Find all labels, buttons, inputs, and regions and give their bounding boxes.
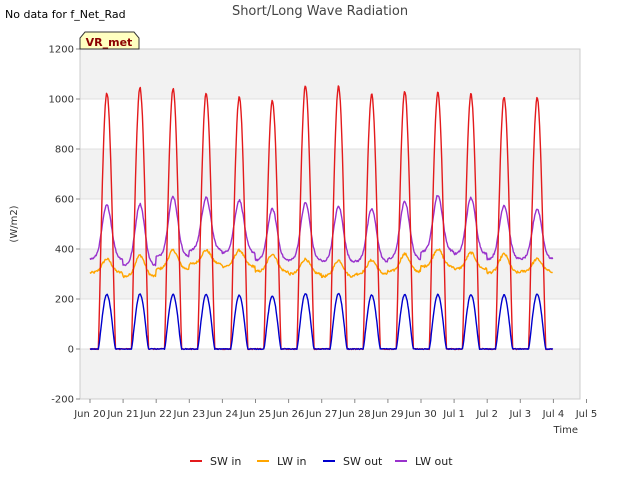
x-tick-label: Jul 4: [542, 409, 565, 420]
x-tick-label: Jun 26: [272, 409, 305, 420]
badge-label: VR_met: [86, 36, 133, 49]
x-tick-label: Jun 27: [305, 409, 338, 420]
series-layer: [89, 85, 554, 351]
legend-label-lw-out: LW out: [415, 455, 453, 468]
x-axis-label: Time: [553, 425, 578, 436]
x-tick-label: Jul 2: [475, 409, 498, 420]
y-tick-label: 600: [55, 195, 74, 206]
x-tick-label: Jun 21: [106, 409, 139, 420]
y-axis: -200 0 200 400 600 800 1000 1200: [49, 45, 80, 406]
y-tick-label: 200: [55, 295, 74, 306]
plot-area: [79, 48, 581, 400]
grid-band: [80, 149, 580, 199]
x-tick-label: Jun 25: [239, 409, 272, 420]
grid-band: [80, 49, 580, 99]
legend-label-lw-in: LW in: [277, 455, 307, 468]
vr-met-badge: VR_met: [79, 31, 140, 50]
grid-band: [80, 349, 580, 399]
grid-bands: [80, 49, 580, 399]
y-tick-label: -200: [51, 395, 74, 406]
no-data-note: No data for f_Net_Rad: [5, 8, 126, 21]
y-tick-label: 400: [55, 245, 74, 256]
x-axis: Jun 20 Jun 21 Jun 22 Jun 23 Jun 24 Jun 25 Jun …: [73, 399, 597, 420]
legend-label-sw-out: SW out: [343, 455, 383, 468]
x-tick-label: Jun 22: [139, 409, 172, 420]
x-tick-label: Jun 28: [338, 409, 371, 420]
x-tick-label: Jul 1: [442, 409, 465, 420]
chart-title: Short/Long Wave Radiation: [232, 4, 408, 19]
y-axis-label: (W/m2): [9, 205, 20, 242]
x-tick-label: Jun 30: [404, 409, 437, 420]
y-tick-label: 800: [55, 145, 74, 156]
y-tick-label: 0: [68, 345, 74, 356]
legend-label-sw-in: SW in: [210, 455, 241, 468]
x-tick-label: Jun 20: [73, 409, 106, 420]
x-tick-label: Jun 23: [173, 409, 206, 420]
badge-shape: [79, 31, 140, 50]
x-tick-label: Jun 24: [206, 409, 239, 420]
y-tick-label: 1200: [49, 45, 74, 56]
plot-frame: [79, 48, 581, 400]
legend: SW in LW in SW out LW out: [190, 455, 453, 468]
y-tick-label: 1000: [49, 95, 74, 106]
x-tick-label: Jun 29: [371, 409, 404, 420]
series-line-sw-out: [90, 292, 554, 351]
x-tick-label: Jul 5: [575, 409, 598, 420]
x-tick-label: Jul 3: [508, 409, 531, 420]
